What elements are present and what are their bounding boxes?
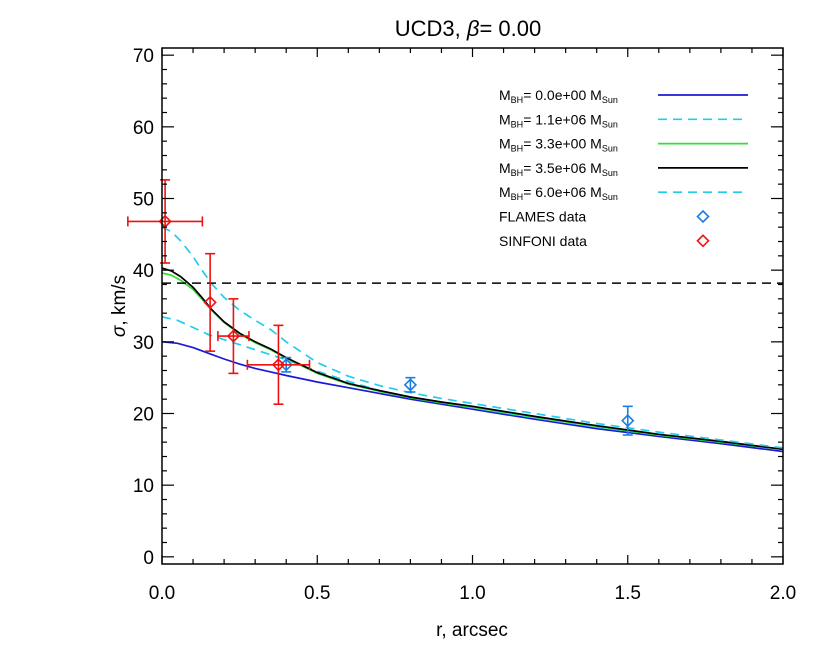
svg-text:SINFONI data: SINFONI data <box>499 233 587 249</box>
series-line-1 <box>161 315 784 451</box>
data-point-0-2 <box>621 405 635 436</box>
x-tick-label: 2.0 <box>770 583 796 604</box>
legend-entry-data-0: FLAMES data <box>499 209 710 225</box>
legend-entry-data-1: SINFONI data <box>499 233 710 249</box>
y-tick-label: 60 <box>133 118 154 139</box>
svg-text:MBH= 6.0e+06 MSun: MBH= 6.0e+06 MSun <box>499 184 618 202</box>
data-point-1-2 <box>217 298 250 375</box>
legend-entry-1: MBH= 1.1e+06 MSun <box>499 111 748 129</box>
x-tick-label: 0.0 <box>149 583 175 604</box>
svg-text:MBH= 1.1e+06 MSun: MBH= 1.1e+06 MSun <box>499 111 618 129</box>
data-point-0-1 <box>403 376 418 393</box>
y-tick-label: 50 <box>133 190 154 211</box>
y-tick-label: 40 <box>133 261 154 282</box>
svg-text:FLAMES data: FLAMES data <box>499 209 586 225</box>
x-tick-label: 1.0 <box>459 583 485 604</box>
series-line-4 <box>161 226 784 449</box>
series-line-0 <box>161 340 784 453</box>
svg-text:MBH= 3.5e+06 MSun: MBH= 3.5e+06 MSun <box>499 160 618 178</box>
x-axis-label: r, arcsec <box>436 620 508 641</box>
plot-frame <box>161 47 784 565</box>
chart-title: UCD3, β= 0.00 <box>395 16 541 41</box>
axis-ticks <box>161 48 784 564</box>
data-points <box>127 179 635 436</box>
x-tick-label: 1.5 <box>615 583 641 604</box>
y-axis-label: σ, km/s <box>109 275 130 337</box>
legend: MBH= 0.0e+00 MSun MBH= 1.1e+06 MSun MBH= 3… <box>499 87 748 249</box>
y-tick-label: 30 <box>133 333 154 354</box>
x-tick-label: 0.5 <box>304 583 330 604</box>
legend-entry-0: MBH= 0.0e+00 MSun <box>499 87 748 105</box>
svg-text:MBH= 3.3e+00 MSun: MBH= 3.3e+00 MSun <box>499 136 618 154</box>
data-point-1-3 <box>246 324 311 405</box>
y-tick-label: 20 <box>133 405 154 426</box>
y-tick-label: 0 <box>143 548 154 569</box>
y-tick-label: 10 <box>133 476 154 497</box>
svg-text:MBH= 0.0e+00 MSun: MBH= 0.0e+00 MSun <box>499 87 618 105</box>
legend-entry-2: MBH= 3.3e+00 MSun <box>499 136 748 154</box>
legend-entry-3: MBH= 3.5e+06 MSun <box>499 160 748 178</box>
model-curves <box>161 226 784 453</box>
series-line-2 <box>161 272 784 451</box>
axis-tick-labels: 0.0 0.5 1.0 1.5 2.0 0 10 20 30 40 50 60 70 <box>133 46 796 604</box>
y-tick-label: 70 <box>133 46 154 67</box>
legend-entry-4: MBH= 6.0e+06 MSun <box>499 184 748 202</box>
series-line-3 <box>161 267 784 451</box>
data-point-1-1 <box>203 252 217 352</box>
